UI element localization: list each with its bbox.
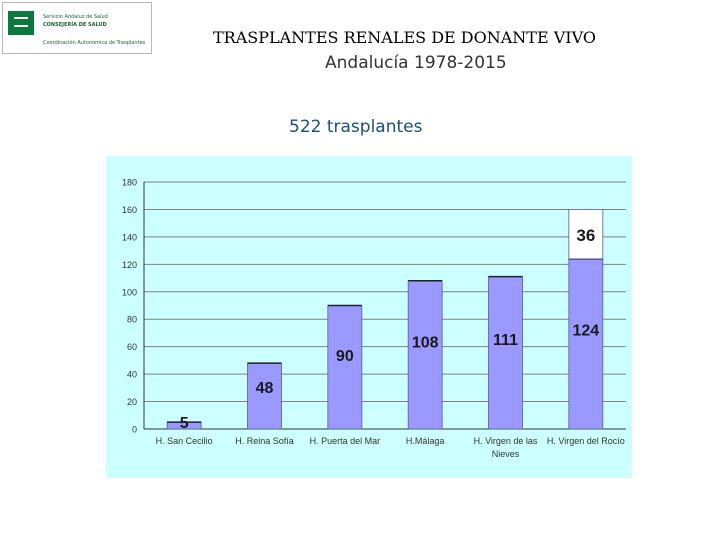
y-tick-label: 180 <box>122 178 137 188</box>
bar-top-segment-5 <box>568 209 604 260</box>
x-tick-label: H. San Cecilio <box>156 436 213 446</box>
bar-data-label: 108 <box>412 334 439 351</box>
bar-2 <box>327 305 363 430</box>
x-tick-label: H.Málaga <box>406 436 445 446</box>
logo-line-1: Servicio Andaluz de Salud <box>43 14 108 20</box>
y-tick-label: 20 <box>127 397 137 407</box>
y-tick-label: 140 <box>122 232 137 242</box>
slide-subtitle: Andalucía 1978-2015 <box>325 53 507 73</box>
bar-chart: 0 20 40 60 80 100 120 140 160 180 5 H. San Cecilio 4… <box>106 156 632 478</box>
logo: Servicio Andaluz de Salud CONSEJERÍA DE … <box>2 2 152 54</box>
y-tick-label: 40 <box>127 370 137 380</box>
y-tick-label: 0 <box>132 425 137 435</box>
bar-3 <box>407 280 443 430</box>
x-tick-label: H. Reina Sofía <box>235 436 294 446</box>
bar-data-label: 111 <box>493 332 518 349</box>
bar-data-label: 90 <box>336 348 354 365</box>
logo-mark-icon <box>8 11 34 35</box>
bar-data-label: 36 <box>576 226 595 245</box>
y-tick-label: 160 <box>122 205 137 215</box>
x-tick-label: H. Puerta del Mar <box>310 436 381 446</box>
logo-line-3: Coordinación Autonómica de Trasplantes <box>43 40 146 46</box>
bar-5 <box>568 258 604 430</box>
y-tick-label: 120 <box>122 260 137 270</box>
x-tick-label: Nieves <box>492 449 520 459</box>
slide-title: TRASPLANTES RENALES DE DONANTE VIVO <box>213 28 597 47</box>
y-tick-label: 80 <box>127 315 137 325</box>
bar-data-label: 5 <box>180 415 189 432</box>
x-tick-label: H. Virgen de las <box>474 436 538 446</box>
y-tick-label: 60 <box>127 342 137 352</box>
bar-4 <box>488 276 523 430</box>
bar-data-label: 48 <box>256 380 274 397</box>
y-tick-label: 100 <box>122 287 137 297</box>
x-tick-label: H. Virgen del Rocío <box>547 436 625 446</box>
transplant-count: 522 trasplantes <box>289 117 423 137</box>
bar-data-label: 124 <box>572 322 599 339</box>
logo-line-2: CONSEJERÍA DE SALUD <box>43 22 107 28</box>
